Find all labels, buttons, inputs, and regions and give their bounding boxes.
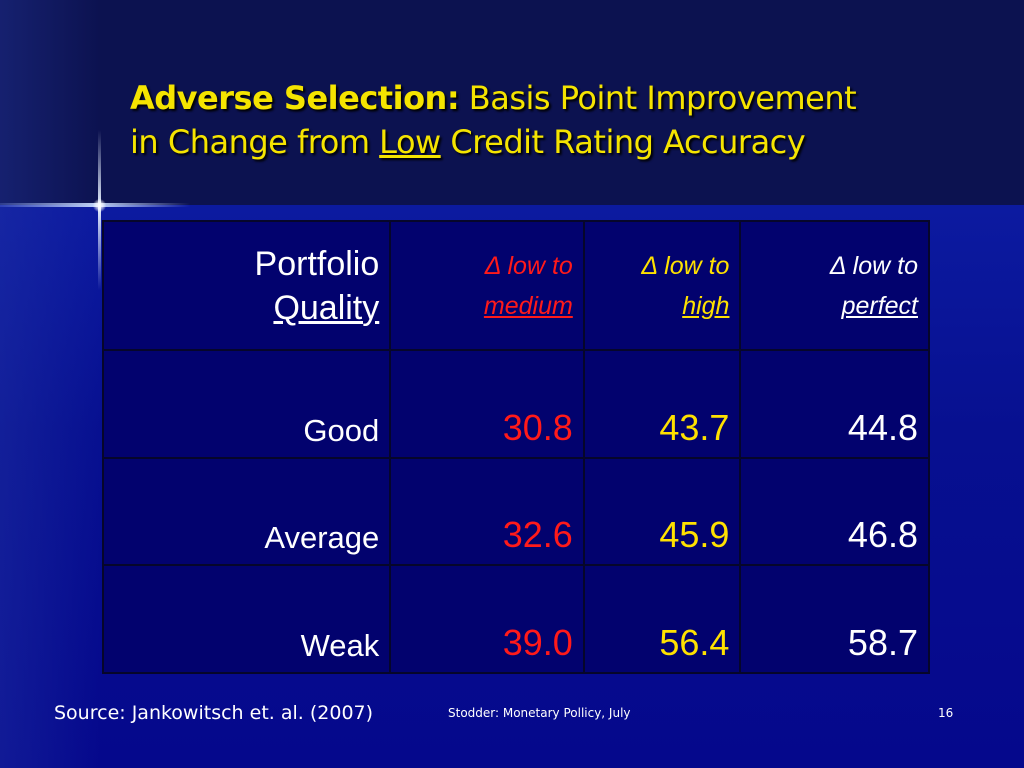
decorative-sparkle-icon (93, 199, 106, 212)
row-label-weak: Weak (101, 564, 392, 674)
header-col1-line2: medium (483, 291, 573, 320)
title-line2-pre: in Change from (130, 123, 380, 161)
footer-source-citation: Source: Jankowitsch et. al. (2007) (54, 702, 374, 724)
header-col2-line1: Δ low to (641, 251, 730, 280)
header-col3-line1: Δ low to (829, 251, 918, 280)
title-bold-part: Adverse Selection: (130, 79, 460, 117)
header-label-line1: Portfolio (254, 244, 380, 283)
table-row-average: Average 32.6 45.9 46.8 (101, 456, 930, 567)
header-col2-line2: high (682, 291, 730, 320)
value-average-medium: 32.6 (389, 456, 585, 567)
title-line2-post: Credit Rating Accuracy (440, 123, 806, 161)
background-left-glow (0, 0, 100, 768)
title-underlined-word: Low (379, 123, 441, 161)
header-cell-low-to-high: Δ low to high (582, 220, 742, 351)
table-row-weak: Weak 39.0 56.4 58.7 (101, 564, 930, 674)
background-header-band (0, 0, 1024, 205)
row-label-average: Average (101, 456, 392, 567)
data-table: Portfolio Quality Δ low to medium Δ low … (101, 220, 930, 674)
footer-page-number: 16 (938, 706, 954, 720)
table-header-row: Portfolio Quality Δ low to medium Δ low … (101, 220, 930, 351)
footer-presentation-info: Stodder: Monetary Pollicy, July (448, 706, 631, 720)
title-line1-rest: Basis Point Improvement (459, 79, 857, 117)
value-good-high: 43.7 (582, 349, 742, 459)
table-row-good: Good 30.8 43.7 44.8 (101, 349, 930, 459)
header-cell-portfolio-quality: Portfolio Quality (101, 220, 392, 351)
slide-title: Adverse Selection: Basis Point Improveme… (130, 76, 990, 164)
header-cell-low-to-perfect: Δ low to perfect (739, 220, 930, 351)
header-cell-low-to-medium: Δ low to medium (389, 220, 585, 351)
header-col3-line2: perfect (841, 291, 918, 320)
title-line-1: Adverse Selection: Basis Point Improveme… (130, 76, 990, 120)
header-label-line2: Quality (273, 288, 380, 327)
value-average-high: 45.9 (582, 456, 742, 567)
title-line-2: in Change from Low Credit Rating Accurac… (130, 120, 990, 164)
value-weak-high: 56.4 (582, 564, 742, 674)
value-good-medium: 30.8 (389, 349, 585, 459)
header-col1-line1: Δ low to (484, 251, 573, 280)
value-good-perfect: 44.8 (739, 349, 930, 459)
value-weak-perfect: 58.7 (739, 564, 930, 674)
value-weak-medium: 39.0 (389, 564, 585, 674)
value-average-perfect: 46.8 (739, 456, 930, 567)
row-label-good: Good (101, 349, 392, 459)
